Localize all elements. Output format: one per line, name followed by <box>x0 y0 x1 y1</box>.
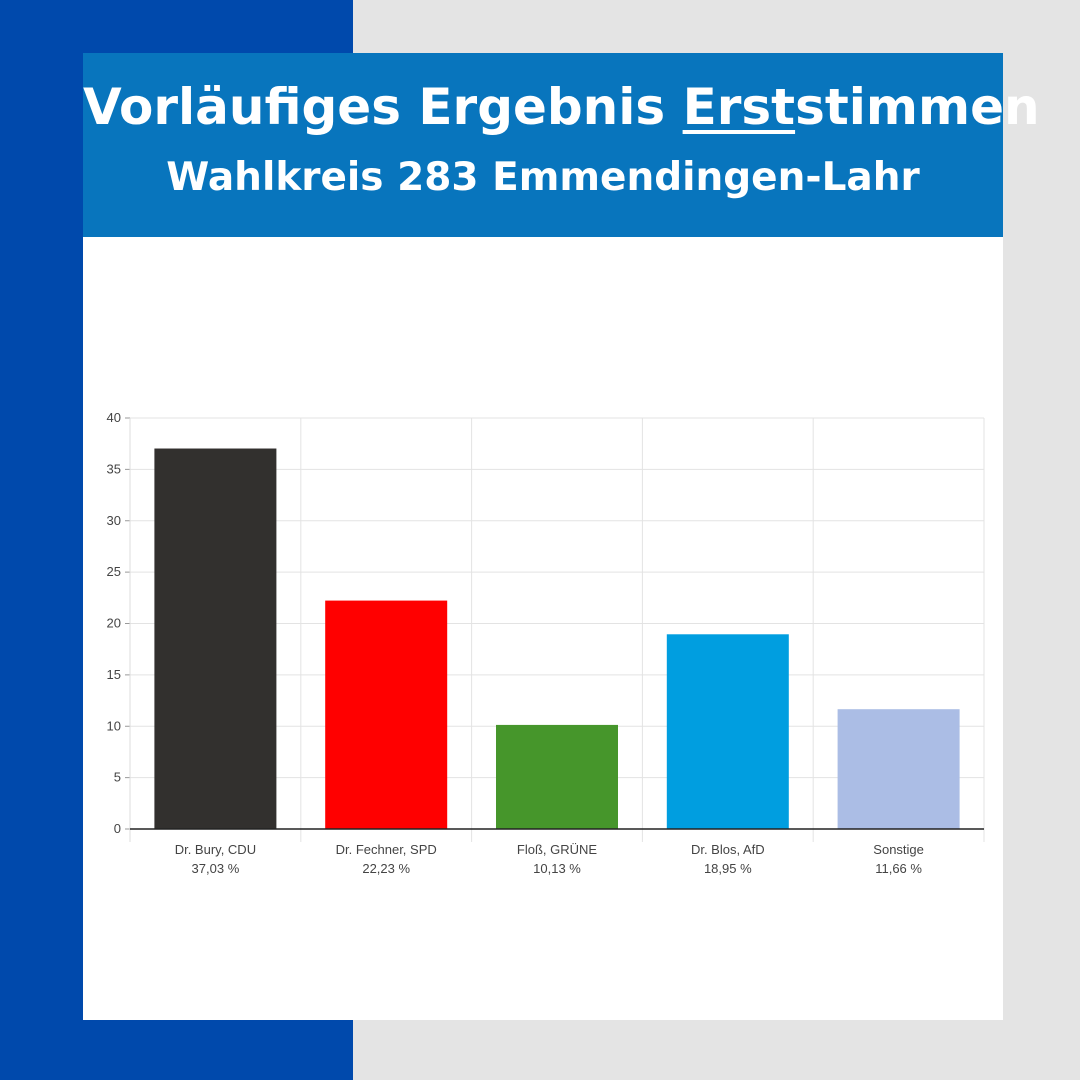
y-tick-label: 5 <box>114 770 121 785</box>
page-title: Vorläufiges Ergebnis Erststimmen <box>83 77 1040 137</box>
y-tick-label: 15 <box>107 667 121 682</box>
chart-card: Vorläufiges Ergebnis Erststimmen Wahlkre… <box>83 53 1040 1020</box>
bar-chart: 0 5 10 15 20 25 30 35 40 Dr. Bury, CDU 37,03 % Dr. … <box>107 410 985 876</box>
title-underlined-part: Erst <box>682 78 796 136</box>
y-tick-label: 10 <box>107 718 121 733</box>
y-tick-label: 30 <box>107 513 121 528</box>
bar-4 <box>666 634 789 829</box>
x-category-label: Sonstige <box>873 842 924 857</box>
x-category-label: Dr. Fechner, SPD <box>336 842 437 857</box>
y-tick-label: 25 <box>107 564 121 579</box>
y-tick-label: 0 <box>114 821 121 836</box>
x-category-label: Floß, GRÜNE <box>517 842 598 857</box>
title-part-2: stimmen <box>795 78 1040 136</box>
page-subtitle: Wahlkreis 283 Emmendingen-Lahr <box>166 155 920 200</box>
bar-1 <box>154 448 277 829</box>
x-value-label: 10,13 % <box>533 861 581 876</box>
x-category-label: Dr. Bury, CDU <box>175 842 256 857</box>
y-tick-label: 35 <box>107 461 121 476</box>
x-value-label: 22,23 % <box>362 861 410 876</box>
bar-2 <box>325 600 448 829</box>
y-tick-label: 20 <box>107 616 121 631</box>
x-value-label: 18,95 % <box>704 861 752 876</box>
bar-3 <box>496 724 618 829</box>
x-value-label: 11,66 % <box>875 861 922 876</box>
header-banner: Vorläufiges Ergebnis Erststimmen Wahlkre… <box>83 53 1040 237</box>
x-value-label: 37,03 % <box>192 861 240 876</box>
bar-5 <box>837 709 960 829</box>
title-part-1: Vorläufiges Ergebnis <box>83 78 683 136</box>
y-tick-label: 40 <box>107 410 121 425</box>
x-category-label: Dr. Blos, AfD <box>691 842 765 857</box>
